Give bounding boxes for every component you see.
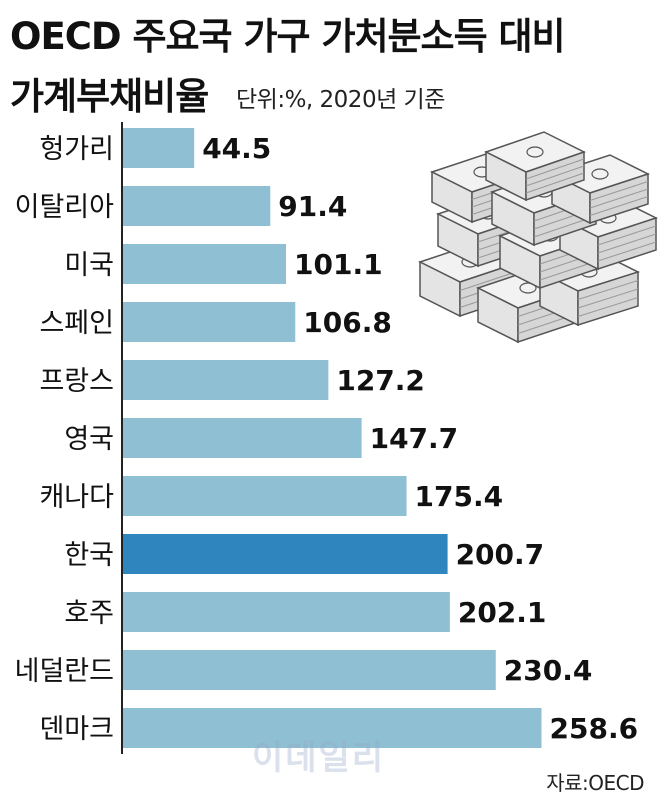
money-stack-icon	[418, 131, 658, 344]
value-label: 258.6	[550, 712, 639, 745]
watermark: 이데일리	[252, 738, 386, 778]
value-label: 230.4	[504, 654, 593, 687]
bar-8	[122, 592, 450, 632]
value-label: 200.7	[456, 538, 545, 571]
value-label: 202.1	[458, 596, 547, 629]
category-label: 한국	[64, 540, 114, 571]
category-label: 호주	[64, 598, 114, 629]
category-label: 영국	[64, 424, 114, 455]
source-note: 자료:OECD	[546, 771, 644, 795]
value-label: 106.8	[303, 306, 392, 339]
bar-6	[122, 476, 407, 516]
bar-9	[122, 650, 496, 690]
value-label: 147.7	[370, 422, 459, 455]
category-label: 프랑스	[39, 366, 114, 397]
value-label: 101.1	[294, 248, 383, 281]
bar-10	[122, 708, 542, 748]
bar-5	[122, 418, 362, 458]
unit-note: 단위:%, 2020년 기준	[236, 87, 445, 113]
bar-2	[122, 244, 287, 284]
bar-7	[122, 534, 448, 574]
value-label: 175.4	[415, 480, 504, 513]
bar-0	[122, 128, 195, 168]
bar-3	[122, 302, 296, 342]
chart-title: OECD 주요국 가구 가처분소득 대비	[10, 15, 566, 58]
category-label: 헝가리	[39, 134, 114, 165]
chart-subtitle: 가계부채비율	[10, 75, 209, 118]
category-label: 이탈리아	[15, 192, 115, 223]
value-label: 91.4	[278, 190, 347, 223]
category-label: 미국	[64, 250, 114, 281]
category-label: 스페인	[39, 308, 114, 339]
value-label: 44.5	[202, 132, 271, 165]
category-label: 덴마크	[39, 714, 114, 745]
bar-1	[122, 186, 271, 226]
value-label: 127.2	[336, 364, 425, 397]
category-label: 네덜란드	[15, 656, 114, 687]
bar-4	[122, 360, 329, 400]
category-label: 캐나다	[39, 482, 114, 513]
